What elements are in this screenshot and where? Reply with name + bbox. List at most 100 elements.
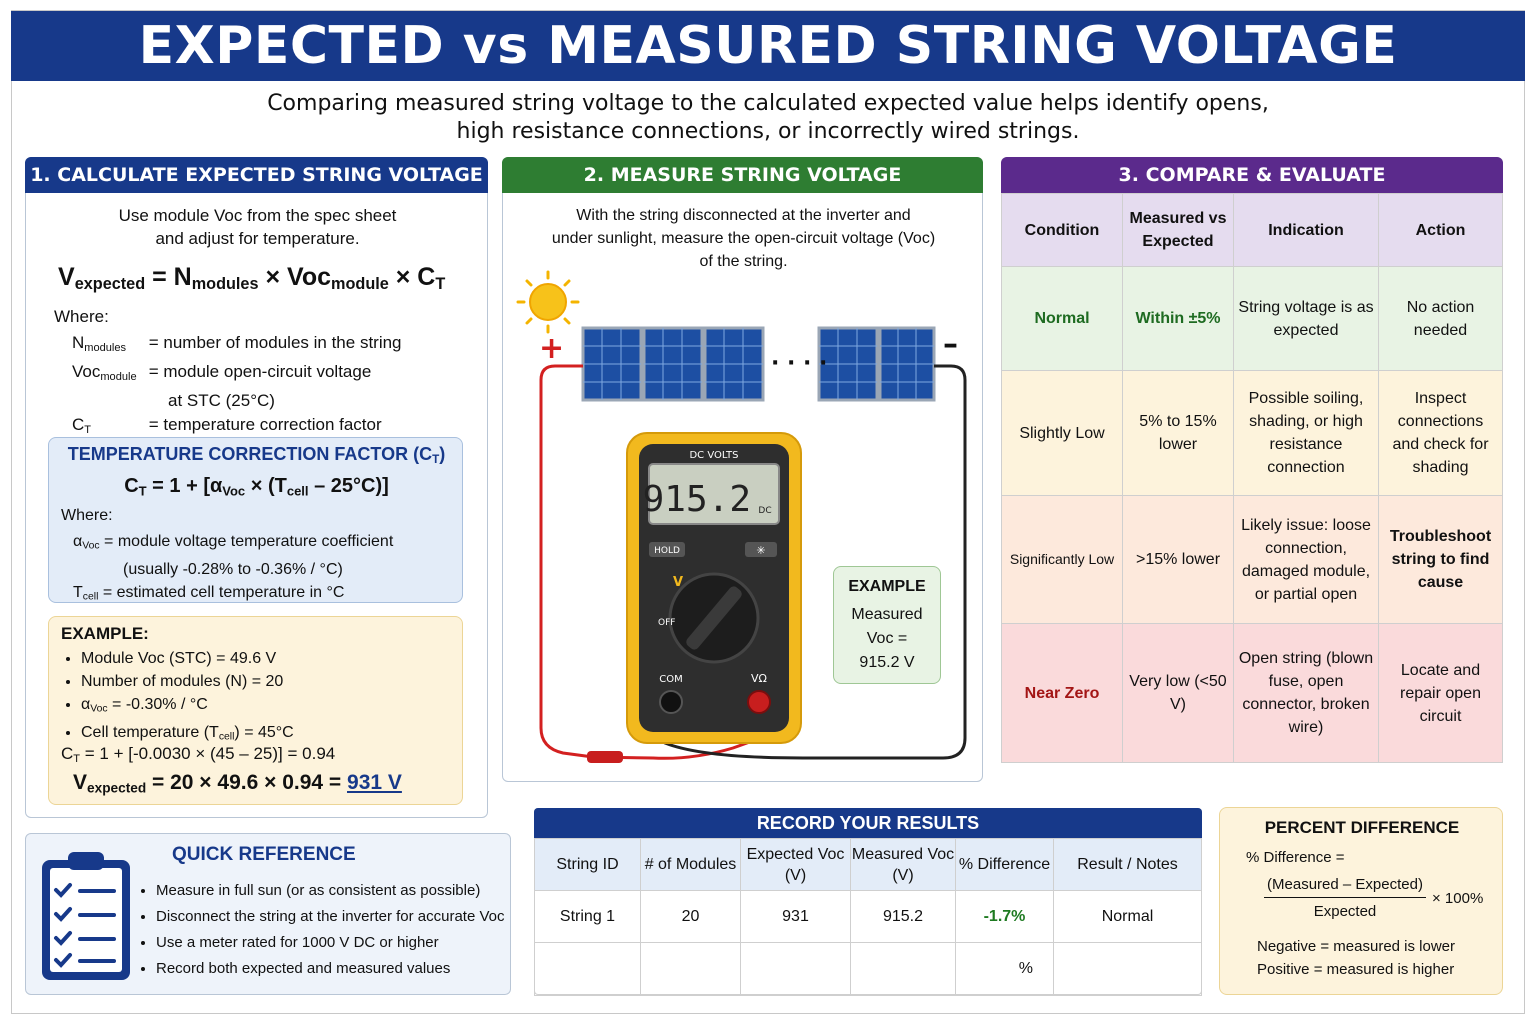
quick-reference-title: QUICK REFERENCE <box>172 844 356 865</box>
string-id-cell[interactable]: String 1 <box>534 890 641 943</box>
def-voc-module: = module open-circuit voltage <box>148 361 372 381</box>
measured-cell: Within ±5% <box>1122 266 1234 371</box>
notes-cell[interactable] <box>1053 942 1202 996</box>
panel-compare-evaluate: 3. COMPARE & EVALUATE Condition Measured… <box>1001 157 1503 763</box>
measured-example-title: EXAMPLE <box>848 578 926 595</box>
percent-diff-cell[interactable]: % <box>955 942 1054 996</box>
panel-3-header: 3. COMPARE & EVALUATE <box>1001 157 1503 193</box>
quick-reference-box: QUICK REFERENCE Measure in full sun (or … <box>25 833 511 995</box>
example-box: EXAMPLE: Module Voc (STC) = 49.6 V Numbe… <box>48 616 463 805</box>
panel-gap-dots: · · · · <box>771 351 827 376</box>
panel-2-intro: With the string disconnected at the inve… <box>503 204 984 273</box>
indication-cell: Possible soiling, shading, or high resis… <box>1233 370 1379 496</box>
column-header: Expected Voc (V) <box>740 838 851 891</box>
voltage-jack-label: VΩ <box>751 672 767 685</box>
definitions: Nmodules = number of modules in the stri… <box>72 333 402 436</box>
record-results-title: RECORD YOUR RESULTS <box>534 808 1202 838</box>
indication-cell: Open string (blown fuse, open connector,… <box>1233 623 1379 763</box>
evaluation-table: Condition Measured vs Expected Indicatio… <box>1001 193 1503 763</box>
measured-example-line: Measured <box>851 606 923 623</box>
intro-line-3: of the string. <box>699 253 788 270</box>
dial-pointer <box>686 586 742 650</box>
dial-v-mark: V <box>673 575 683 590</box>
string-id-cell[interactable] <box>534 942 641 996</box>
measured-cell: 5% to 15% lower <box>1122 370 1234 496</box>
hold-label: HOLD <box>654 546 680 556</box>
example-item: Cell temperature (Tcell) = 45°C <box>81 721 294 749</box>
measured-example-line: Voc = <box>866 630 908 647</box>
positive-wire <box>539 364 594 759</box>
table-row: Slightly Low 5% to 15% lower Possible so… <box>1001 370 1503 496</box>
measured-voc-cell[interactable]: 915.2 <box>850 890 956 943</box>
page-frame <box>11 10 1525 1014</box>
meter-unit: DC <box>758 506 771 516</box>
temperature-correction-box: TEMPERATURE CORRECTION FACTOR (CT) CT = … <box>48 437 463 603</box>
panel-1-header: 1. CALCULATE EXPECTED STRING VOLTAGE <box>25 157 488 193</box>
list-item: Disconnect the string at the inverter fo… <box>156 904 505 930</box>
string-measurement-diagram: · · · · + – DC VOLTS 915.2 DC HOLD ✳ V O… <box>516 270 967 763</box>
measured-cell: Very low (<50 V) <box>1122 623 1234 763</box>
percent-difference-label: % Difference = <box>1246 849 1345 866</box>
meter-reading: 915.2 <box>643 479 751 520</box>
dial-off-label: OFF <box>658 618 675 628</box>
column-header: # of Modules <box>640 838 741 891</box>
negative-wire <box>661 364 967 760</box>
tcf-tcell-def: = estimated cell temperature in °C <box>102 583 345 601</box>
table-header-row: String ID # of Modules Expected Voc (V) … <box>534 838 1202 891</box>
condition-normal: Normal <box>1001 266 1123 371</box>
column-header: Measured vs Expected <box>1122 193 1234 267</box>
column-header: % Difference <box>955 838 1054 891</box>
sun-icon <box>516 270 580 334</box>
multimeter: DC VOLTS 915.2 DC HOLD ✳ V OFF COM VΩ <box>626 432 802 744</box>
example-item: Module Voc (STC) = 49.6 V <box>81 647 294 670</box>
checklist-icon <box>42 852 130 980</box>
voltage-jack[interactable] <box>747 690 771 714</box>
tcf-alpha-range: (usually -0.28% to -0.36% / °C) <box>123 560 343 578</box>
condition-slightly-low: Slightly Low <box>1001 370 1123 496</box>
backlight-icon: ✳ <box>756 545 765 557</box>
tcf-definitions: αVoc = module voltage temperature coeffi… <box>73 533 394 603</box>
modules-cell[interactable] <box>640 942 741 996</box>
expected-voltage-formula: Vexpected = Nmodules × Vocmodule × CT <box>58 263 446 294</box>
formula-numerator: (Measured – Expected) <box>1264 876 1426 898</box>
tcf-formula: CT = 1 + [αVoc × (Tcell – 25°C)] <box>124 475 389 499</box>
column-header: String ID <box>534 838 641 891</box>
formula-denominator: Expected <box>1313 903 1377 920</box>
action-cell: Troubleshoot string to find cause <box>1378 495 1503 624</box>
hold-button[interactable] <box>649 542 685 557</box>
notes-cell[interactable]: Normal <box>1053 890 1202 943</box>
tcf-title: TEMPERATURE CORRECTION FACTOR (CT) <box>67 444 446 466</box>
indication-cell: Likely issue: loose connection, damaged … <box>1233 495 1379 624</box>
negative-terminal-label: – <box>943 327 958 362</box>
def-voc-module-2: at STC (25°C) <box>168 390 275 410</box>
indication-cell: String voltage is as expected <box>1233 266 1379 371</box>
intro-line-2: under sunlight, measure the open-circuit… <box>551 230 936 247</box>
table-row: String 1 20 931 915.2 -1.7% Normal <box>534 890 1202 943</box>
table-row: Significantly Low >15% lower Likely issu… <box>1001 495 1503 624</box>
measured-voc-cell[interactable] <box>850 942 956 996</box>
percent-diff-cell[interactable]: -1.7% <box>955 890 1054 943</box>
results-table: String ID # of Modules Expected Voc (V) … <box>534 838 1202 996</box>
percent-difference-box: PERCENT DIFFERENCE % Difference = (Measu… <box>1219 807 1503 995</box>
page-subtitle: Comparing measured string voltage to the… <box>150 90 1386 146</box>
list-item: Record both expected and measured values <box>156 956 505 982</box>
modules-cell[interactable]: 20 <box>640 890 741 943</box>
expected-voc-cell[interactable]: 931 <box>740 890 851 943</box>
list-item: Measure in full sun (or as consistent as… <box>156 878 505 904</box>
example-result: 931 V <box>347 771 402 794</box>
com-jack[interactable] <box>659 690 683 714</box>
example-ct: CT = 1 + [-0.0030 × (45 – 25)] = 0.94 <box>61 744 336 765</box>
red-probe <box>587 751 623 763</box>
backlight-button[interactable] <box>745 542 777 557</box>
action-cell: No action needed <box>1378 266 1503 371</box>
column-header: Indication <box>1233 193 1379 267</box>
panel-calculate-expected: 1. CALCULATE EXPECTED STRING VOLTAGE Use… <box>25 157 488 818</box>
expected-voc-cell[interactable] <box>740 942 851 996</box>
list-item: Use a meter rated for 1000 V DC or highe… <box>156 930 505 956</box>
measured-example-box: EXAMPLE Measured Voc = 915.2 V <box>833 566 941 684</box>
intro-line-1: Use module Voc from the spec sheet <box>118 206 397 225</box>
record-results-box: RECORD YOUR RESULTS String ID # of Modul… <box>534 808 1202 996</box>
table-row: % <box>534 942 1202 996</box>
negative-note: Negative = measured is lower <box>1257 938 1456 955</box>
example-list: Module Voc (STC) = 49.6 V Number of modu… <box>81 647 294 748</box>
